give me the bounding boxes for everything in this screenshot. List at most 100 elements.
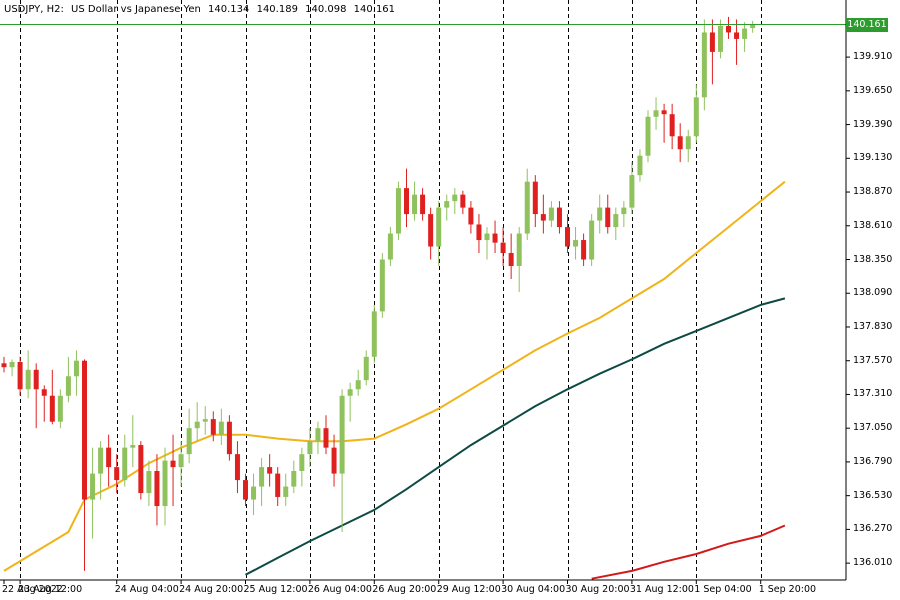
time-axis-label: 24 Aug 20:00 — [179, 584, 244, 595]
time-axis-label: 26 Aug 04:00 — [307, 584, 372, 595]
candle-body — [669, 114, 675, 137]
candle-54 — [436, 201, 442, 266]
candle-12 — [98, 441, 104, 500]
candle-body — [25, 369, 31, 390]
candle-body — [444, 201, 450, 208]
price-axis-ticks — [846, 56, 850, 564]
candle-30 — [243, 473, 248, 507]
candle-body — [90, 473, 96, 500]
candle-25 — [202, 406, 208, 435]
candle-40 — [323, 415, 329, 455]
time-axis-label: 23 Aug 12:00 — [18, 584, 83, 595]
candle-body — [556, 207, 562, 228]
candle-body — [500, 242, 506, 254]
candle-body — [234, 454, 240, 481]
candle-body — [540, 214, 546, 221]
candle-79 — [637, 149, 643, 182]
candle-body — [629, 175, 635, 208]
candle-body — [194, 421, 200, 429]
candle-body — [379, 259, 385, 312]
candle-3 — [25, 350, 31, 399]
candle-body — [218, 421, 224, 435]
candle-74 — [597, 194, 603, 234]
price-axis-label: 139.910 — [853, 51, 893, 63]
chart-header: USDJPY, H2: US Dollar vs Japanese Yen 14… — [4, 4, 399, 15]
candle-75 — [605, 194, 611, 234]
candle-84 — [677, 123, 683, 163]
price-axis-label: 137.830 — [853, 320, 893, 332]
candle-body — [154, 471, 160, 507]
candle-body — [106, 447, 112, 468]
candle-92 — [742, 22, 748, 52]
candle-body — [734, 32, 740, 39]
candle-62 — [500, 227, 506, 266]
candle-body — [484, 233, 490, 241]
price-axis-label: 138.350 — [853, 253, 893, 265]
candle-69 — [556, 201, 562, 234]
candle-90 — [726, 16, 731, 39]
candles — [1, 16, 756, 571]
candle-18 — [146, 460, 152, 507]
candle-body — [428, 214, 434, 247]
candle-body — [532, 181, 538, 215]
candle-body — [653, 110, 659, 117]
candle-82 — [661, 103, 667, 143]
candle-9 — [73, 350, 79, 396]
candle-73 — [589, 214, 595, 266]
candle-body — [589, 220, 595, 260]
candle-24 — [194, 402, 200, 442]
moving-average-1 — [245, 297, 786, 576]
candle-38 — [307, 428, 313, 468]
candle-21 — [170, 434, 176, 507]
candle-59 — [476, 214, 482, 254]
candle-89 — [717, 19, 723, 59]
price-axis-label: 139.650 — [853, 84, 893, 96]
candle-86 — [693, 84, 699, 143]
candle-body — [9, 362, 15, 368]
candle-87 — [701, 19, 707, 111]
candle-body — [178, 454, 184, 468]
candle-34 — [275, 467, 281, 507]
candle-7 — [57, 389, 63, 429]
candle-body — [251, 486, 257, 500]
candle-body — [508, 253, 514, 266]
candle-body — [371, 311, 377, 357]
candle-47 — [379, 253, 385, 318]
candle-body — [162, 460, 168, 507]
candle-body — [395, 188, 401, 234]
candle-63 — [508, 233, 514, 279]
candle-body — [339, 395, 345, 474]
candle-body — [420, 194, 426, 215]
candle-body — [243, 480, 248, 500]
candle-body — [452, 194, 458, 202]
candle-body — [621, 207, 627, 215]
symbol-description: US Dollar vs Japanese Yen — [71, 4, 201, 15]
price-axis-label: 136.530 — [853, 489, 893, 501]
candle-61 — [492, 220, 498, 254]
candle-8 — [65, 356, 71, 403]
candle-26 — [210, 411, 216, 442]
price-axis-label: 136.270 — [853, 523, 893, 535]
candle-body — [685, 136, 691, 150]
candle-76 — [613, 207, 619, 241]
time-axis-ticks — [3, 580, 762, 584]
candle-68 — [548, 201, 554, 228]
candle-body — [597, 207, 603, 221]
candle-31 — [251, 473, 257, 516]
candle-55 — [444, 194, 450, 221]
candle-23 — [186, 408, 192, 464]
candle-body — [581, 240, 587, 260]
time-axis-label: 31 Aug 12:00 — [629, 584, 694, 595]
time-axis-label: 26 Aug 20:00 — [372, 584, 437, 595]
candle-body — [122, 447, 128, 481]
candle-body — [565, 227, 570, 247]
candle-body — [323, 428, 329, 448]
candle-15 — [122, 434, 128, 487]
candle-48 — [387, 227, 393, 266]
candle-body — [114, 467, 120, 481]
candle-67 — [540, 194, 546, 234]
candle-22 — [178, 441, 184, 487]
candle-71 — [573, 227, 579, 260]
